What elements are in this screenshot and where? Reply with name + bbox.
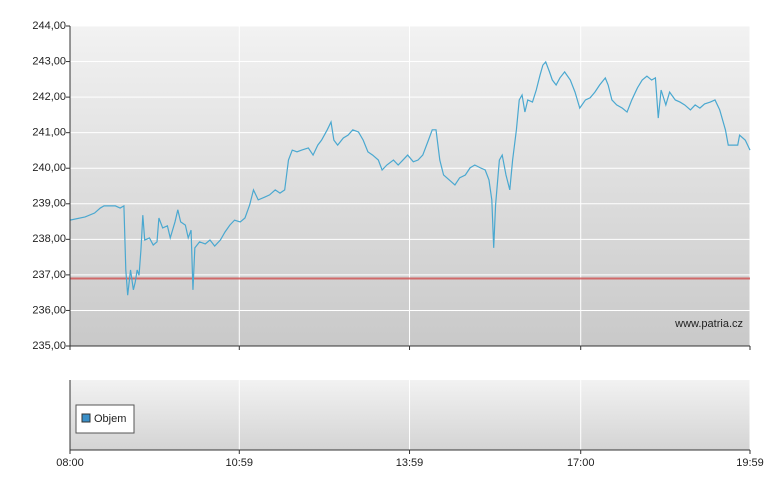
- y-tick-label: 244,00: [32, 20, 66, 32]
- y-tick-label: 236,00: [32, 304, 66, 316]
- x-tick-label: 10:59: [226, 457, 254, 469]
- y-tick-label: 237,00: [32, 269, 66, 281]
- x-tick-label: 19:59: [736, 457, 764, 469]
- price-line: [69, 60, 751, 296]
- y-tick-label: 243,00: [32, 55, 66, 67]
- y-tick-label: 238,00: [32, 233, 66, 245]
- x-tick-label: 17:00: [567, 457, 595, 469]
- y-tick-label: 240,00: [32, 162, 66, 174]
- x-tick-label: 08:00: [56, 457, 84, 469]
- y-tick-label: 239,00: [32, 198, 66, 210]
- legend-label: Objem: [94, 413, 126, 425]
- y-tick-label: 235,00: [32, 340, 66, 352]
- y-tick-label: 242,00: [32, 91, 66, 103]
- legend-swatch: [81, 413, 91, 423]
- x-tick-label: 13:59: [396, 457, 424, 469]
- annotation: www.patria.cz: [674, 318, 743, 330]
- y-tick-label: 241,00: [32, 127, 66, 139]
